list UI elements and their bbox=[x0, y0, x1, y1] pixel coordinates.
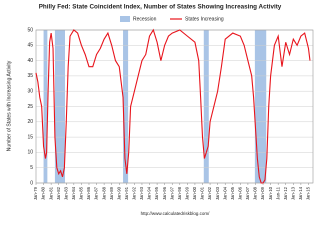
watermark: http://www.calculatedriskblog.com/ bbox=[141, 211, 211, 216]
y-tick-label: 35 bbox=[27, 73, 33, 79]
x-tick-label: Jan-88 bbox=[101, 186, 106, 200]
x-tick-label: Jan-01 bbox=[200, 186, 205, 200]
x-tick-label: Jan-12 bbox=[283, 186, 288, 200]
legend-swatch bbox=[120, 16, 130, 22]
x-tick-label: Jan-14 bbox=[298, 186, 303, 200]
x-tick-label: Jan-98 bbox=[177, 186, 182, 200]
x-tick-label: Jan-15 bbox=[306, 186, 311, 200]
x-tick-label: Jan-00 bbox=[192, 186, 197, 200]
y-tick-label: 10 bbox=[27, 150, 33, 156]
plot-border bbox=[35, 29, 314, 184]
x-tick-label: Jan-84 bbox=[71, 186, 76, 200]
x-tick-label: Jan-94 bbox=[147, 186, 152, 200]
x-tick-label: Jan-09 bbox=[260, 186, 265, 200]
x-tick-label: Jan-93 bbox=[139, 186, 144, 200]
y-tick-label: 0 bbox=[30, 180, 33, 186]
x-tick-label: Jan-91 bbox=[124, 186, 129, 200]
x-tick-label: Jan-87 bbox=[94, 186, 99, 200]
y-tick-label: 30 bbox=[27, 89, 33, 95]
x-tick-label: Jan-03 bbox=[215, 186, 220, 200]
x-tick-label: Jan-05 bbox=[230, 186, 235, 200]
legend-label: Recession bbox=[133, 16, 157, 22]
x-tick-label: Jan-79 bbox=[33, 186, 38, 200]
x-tick-label: Jan-99 bbox=[185, 186, 190, 200]
x-tick-label: Jan-04 bbox=[222, 186, 227, 200]
x-tick-label: Jan-85 bbox=[79, 186, 84, 200]
chart: Philly Fed: State Coincident Index, Numb… bbox=[6, 4, 314, 216]
x-tick-label: Jan-02 bbox=[207, 186, 212, 200]
data-line bbox=[35, 28, 311, 184]
y-tick-label: 40 bbox=[27, 58, 33, 64]
y-tick-label: 50 bbox=[27, 27, 33, 33]
x-tick-label: Jan-89 bbox=[109, 186, 114, 200]
legend-label: States Increasing bbox=[185, 16, 224, 22]
x-tick-label: Jan-80 bbox=[41, 186, 46, 200]
chart-title: Philly Fed: State Coincident Index, Numb… bbox=[39, 4, 282, 11]
y-tick-label: 25 bbox=[27, 104, 33, 110]
x-tick-label: Jan-90 bbox=[116, 186, 121, 200]
x-tick-label: Jan-95 bbox=[154, 186, 159, 200]
x-tick-label: Jan-97 bbox=[169, 186, 174, 200]
x-tick-label: Jan-06 bbox=[237, 186, 242, 200]
x-tick-label: Jan-81 bbox=[48, 186, 53, 200]
x-tick-label: Jan-11 bbox=[275, 186, 280, 199]
y-tick-label: 20 bbox=[27, 119, 33, 125]
x-tick-label: Jan-83 bbox=[63, 186, 68, 200]
x-tick-label: Jan-07 bbox=[245, 186, 250, 200]
y-tick-label: 5 bbox=[30, 165, 33, 171]
y-axis-label: Number of States with Increasing Activit… bbox=[6, 60, 12, 151]
x-tick-label: Jan-82 bbox=[56, 186, 61, 200]
y-tick-label: 45 bbox=[27, 43, 33, 49]
x-tick-label: Jan-13 bbox=[290, 186, 295, 200]
x-tick-label: Jan-92 bbox=[132, 186, 137, 200]
y-tick-label: 15 bbox=[27, 134, 33, 140]
x-tick-label: Jan-08 bbox=[253, 186, 258, 200]
x-tick-label: Jan-86 bbox=[86, 186, 91, 200]
x-tick-label: Jan-10 bbox=[268, 186, 273, 200]
x-tick-label: Jan-96 bbox=[162, 186, 167, 200]
